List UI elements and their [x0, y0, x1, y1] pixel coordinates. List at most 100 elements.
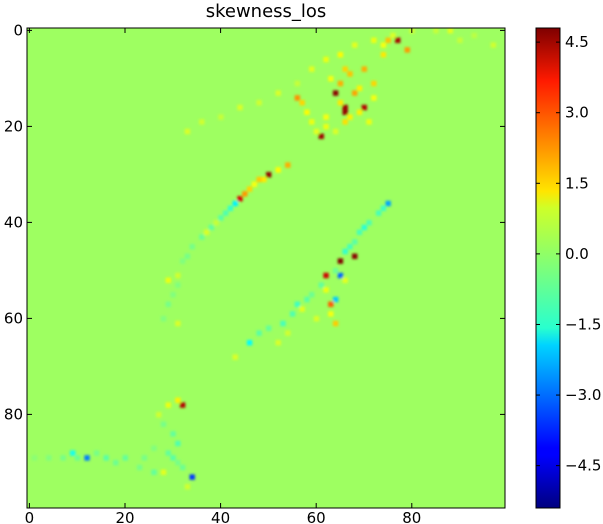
heatmap-cell-middle-arc-22 — [242, 191, 248, 197]
heatmap-cell-lower-arc-27 — [328, 311, 334, 317]
heatmap-cell-bottom-left-16 — [113, 460, 119, 466]
colorbar: 4.5 3.0 1.5 0.0 −1.5 −3.0 −4.5 — [535, 27, 601, 509]
heatmap-cell-lower-arc-23 — [232, 354, 238, 360]
heatmap-cell-lower-arc-31 — [275, 340, 281, 346]
chart-title: skewness_los — [206, 1, 327, 22]
heatmap-cell-middle-arc-17 — [170, 292, 176, 298]
heatmap-cell-bottom-left-9 — [175, 460, 181, 466]
heatmap-cell-upper-arc-6 — [294, 80, 301, 87]
heatmap-cell-bottom-left-26 — [160, 469, 167, 475]
heatmap-cell-bottom-left-18 — [93, 450, 100, 456]
heatmap-cell-lower-arc-26 — [332, 320, 339, 327]
heatmap-cell-lower-arc-29 — [299, 306, 305, 312]
heatmap-cell-bottom-left-5 — [170, 431, 176, 437]
heatmap-cell-upper-arc-4 — [256, 100, 262, 106]
heatmap-cell-middle-arc-15 — [175, 272, 181, 279]
heatmap-cell-lower-arc-10 — [337, 258, 344, 264]
heatmap-cell-lower-arc-25 — [328, 301, 334, 307]
heatmap-cell-ridge-20-6 — [347, 114, 353, 120]
y-tick-label: 60 — [4, 309, 23, 327]
heatmap-cell-ridge-20-3 — [337, 100, 344, 106]
heatmap-cell-middle-arc-19 — [160, 316, 167, 322]
heatmap-cell-lower-arc-24 — [332, 296, 339, 303]
heatmap-cell-middle-arc-13 — [189, 244, 195, 250]
heatmap-cell-ridge-20-20 — [385, 37, 391, 43]
x-tick-label: 20 — [115, 509, 134, 524]
x-axis: 0 20 40 60 80 — [25, 28, 421, 524]
heatmap-cell-middle-arc-25 — [184, 253, 191, 259]
y-tick-label: 40 — [4, 213, 23, 231]
y-axis: 0 20 40 60 80 — [4, 21, 505, 423]
colorbar-tick-label: 0.0 — [565, 245, 589, 263]
heatmap-cell-bottom-left-4 — [160, 421, 167, 427]
heatmap-cell-ridge-20-11 — [294, 95, 301, 101]
heatmap-cell-middle-arc-4 — [251, 181, 258, 187]
heatmap-cell-ridge-20-24 — [356, 85, 363, 91]
heatmap-cell-lower-arc-18 — [289, 311, 296, 317]
heatmap-cell-middle-arc-21 — [256, 176, 262, 183]
heatmap-cell-middle-arc-5 — [246, 186, 253, 192]
heatmap-cell-upper-arc-3 — [237, 104, 243, 111]
heatmap-cell-lower-arc-2 — [375, 210, 382, 216]
y-tick-label: 20 — [4, 117, 23, 135]
heatmap-cell-ridge-20-18 — [366, 119, 372, 125]
heatmap-cell-lower-arc-8 — [342, 248, 348, 255]
heatmap-cell-bottom-left-22 — [60, 455, 66, 461]
heatmap-cell-lower-arc-11 — [332, 268, 339, 274]
heatmap-background — [27, 28, 505, 508]
heatmap-cell-ridge-20-19 — [371, 95, 377, 101]
heatmap-cell-upper-arc-2 — [218, 114, 224, 120]
heatmap-cell-middle-arc-12 — [199, 234, 205, 240]
heatmap-cell-ridge-20-12 — [299, 100, 305, 106]
heatmap-cell-ridge-20-17 — [342, 119, 348, 125]
heatmap-cell-bottom-left-6 — [175, 440, 181, 447]
heatmap-cell-bottom-left-2 — [165, 402, 171, 408]
heatmap-cell-upper-arc-22 — [380, 52, 387, 58]
heatmap-cell-ridge-20-5 — [342, 109, 348, 115]
heatmap-cell-lower-arc-17 — [294, 301, 301, 307]
heatmap-cell-lower-arc-28 — [313, 316, 320, 322]
heatmap-cell-ridge-20-2 — [337, 80, 344, 87]
heatmap-cell-lower-arc-19 — [280, 320, 286, 327]
heatmap-cell-ridge-20-22 — [404, 47, 410, 53]
heatmap-cell-middle-arc-10 — [218, 215, 224, 221]
colorbar-ticks: 4.5 3.0 1.5 0.0 −1.5 −3.0 −4.5 — [536, 33, 601, 475]
heatmap-cell-upper-arc-11 — [371, 37, 377, 43]
heatmap-cell-bottom-left-1 — [175, 397, 181, 403]
heatmap-cell-middle-arc-11 — [208, 224, 215, 231]
heatmap-cell-lower-arc-20 — [266, 325, 272, 331]
heatmap-cell-ridge-20-0 — [328, 76, 334, 82]
heatmap-cell-lower-arc-1 — [380, 205, 387, 211]
heatmap-cell-bottom-left-12 — [184, 484, 191, 490]
colorbar-bar — [535, 27, 561, 509]
y-tick-label: 80 — [4, 405, 23, 423]
heatmap-cell-lower-arc-9 — [352, 253, 358, 259]
heatmap-cell-middle-arc-18 — [165, 301, 171, 307]
colorbar-tick-label: 3.0 — [565, 104, 589, 122]
heatmap-cell-bottom-left-0 — [179, 402, 186, 408]
colorbar-tick-label: −4.5 — [565, 457, 601, 475]
heatmap-cell-upper-arc-18 — [490, 42, 497, 48]
heatmap-cell-middle-arc-8 — [227, 205, 234, 211]
heatmap-cell-ridge-20-21 — [395, 37, 401, 43]
heatmap-cell-bottom-left-8 — [170, 455, 176, 461]
heatmap-cell-bottom-left-13 — [151, 445, 157, 451]
heatmap-cell-ridge-20-4 — [342, 104, 348, 111]
heatmap-cell-lower-arc-6 — [352, 239, 358, 245]
heatmap-cell-lower-arc-12 — [337, 272, 344, 279]
heatmap-cell-middle-arc-3 — [261, 176, 267, 183]
heatmap-cell-lower-arc-22 — [246, 340, 253, 346]
colorbar-tick-label: −3.0 — [565, 386, 601, 404]
colorbar-tick-label: −1.5 — [565, 315, 601, 333]
heatmap-cell-lower-arc-7 — [347, 244, 353, 250]
heatmap-cell-ridge-20-15 — [313, 128, 320, 135]
heatmap-cell-bottom-left-20 — [74, 455, 81, 461]
x-tick-label: 60 — [307, 509, 326, 524]
heatmap-cell-middle-arc-14 — [179, 258, 186, 264]
heatmap-cell-upper-arc-23 — [347, 71, 353, 77]
x-tick-label: 0 — [25, 509, 35, 524]
heatmap-cell-upper-arc-14 — [433, 28, 439, 34]
heatmap-cell-bottom-left-24 — [31, 455, 38, 461]
y-tick-label: 0 — [13, 21, 23, 39]
heatmap-cell-ridge-20-10 — [323, 114, 329, 120]
